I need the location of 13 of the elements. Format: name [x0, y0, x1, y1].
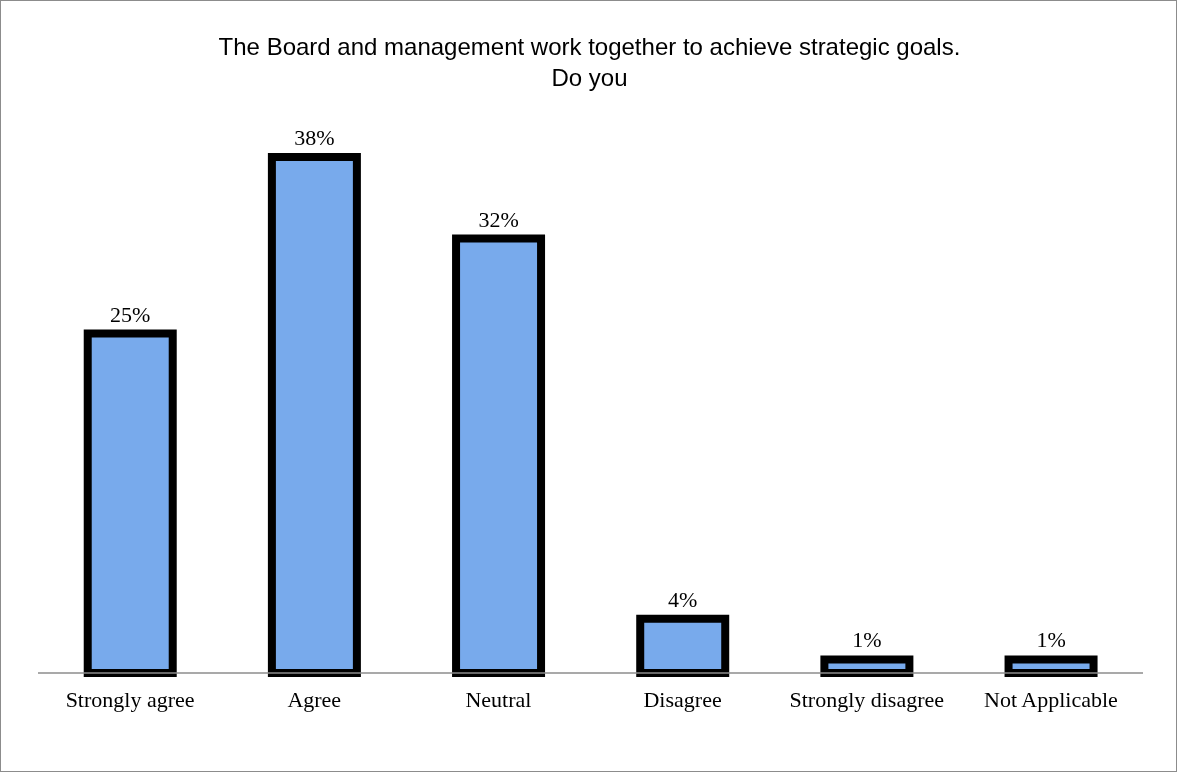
x-tick-label: Agree	[287, 686, 342, 712]
data-label: 4%	[668, 586, 698, 612]
x-tick-label: Disagree	[643, 686, 722, 712]
data-label: 32%	[478, 206, 519, 232]
x-tick-label: Strongly agree	[65, 686, 195, 712]
data-label: 1%	[1036, 627, 1066, 653]
x-tick-label: Not Applicable	[984, 686, 1118, 712]
data-label: 1%	[852, 627, 882, 653]
data-label: 25%	[110, 301, 151, 327]
data-label: 38%	[294, 125, 335, 151]
chart-title: The Board and management work together to achieve strategic goals. Do you	[217, 32, 962, 93]
x-tick-label: Neutral	[465, 686, 532, 712]
x-tick-label: Strongly disagree	[789, 686, 945, 712]
